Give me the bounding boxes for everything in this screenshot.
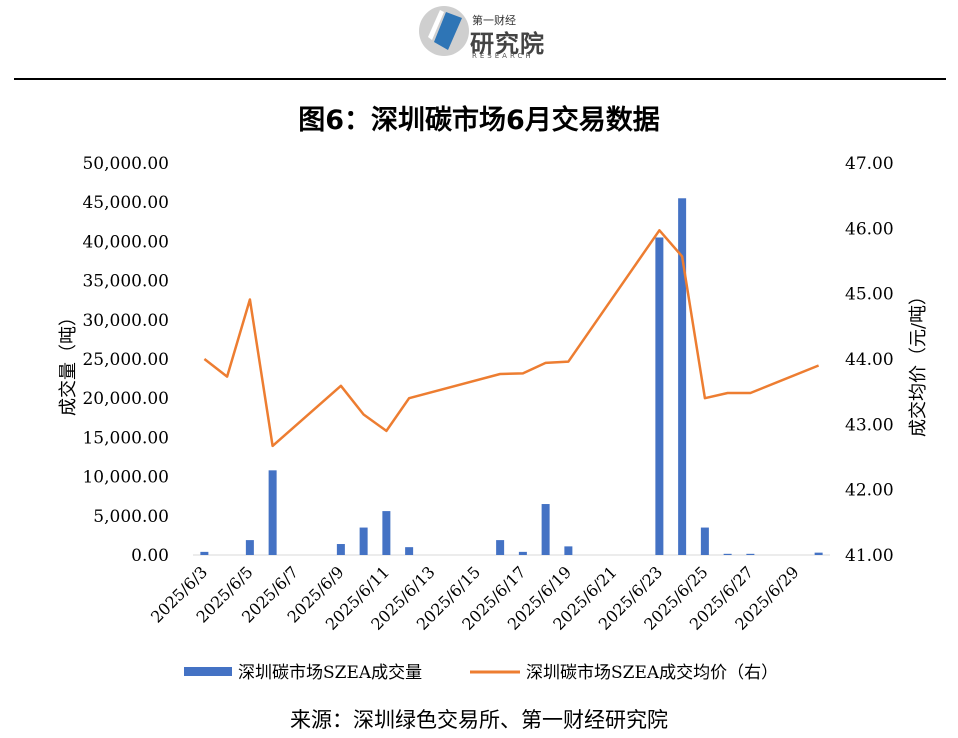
y-left-tick-label: 10,000.00 bbox=[82, 468, 169, 488]
volume-bar bbox=[541, 504, 550, 555]
avg-price-line bbox=[203, 229, 820, 448]
volume-bar bbox=[746, 553, 755, 555]
volume-bar bbox=[405, 547, 414, 555]
y-right-axis-label: 成交均价（元/吨） bbox=[908, 287, 929, 437]
source-note: 来源：深圳绿色交易所、第一财经研究院 bbox=[290, 708, 668, 732]
y-right-tick-label: 44.00 bbox=[845, 350, 894, 370]
y-right-tick-label: 43.00 bbox=[845, 415, 894, 435]
logo-text-cbn: 第一财经 bbox=[472, 14, 516, 27]
volume-bar bbox=[723, 553, 732, 555]
logo-emblem-icon bbox=[419, 6, 469, 56]
volume-bar bbox=[564, 546, 573, 555]
y-right-tick-label: 42.00 bbox=[845, 481, 894, 501]
y-left-tick-label: 45,000.00 bbox=[82, 193, 169, 213]
volume-bar bbox=[200, 551, 209, 555]
volume-bar bbox=[359, 527, 368, 555]
y-left-tick-label: 20,000.00 bbox=[82, 389, 169, 409]
y-left-tick-label: 15,000.00 bbox=[82, 428, 169, 448]
y-left-tick-label: 0.00 bbox=[131, 546, 169, 566]
y-right-tick-label: 45.00 bbox=[845, 285, 894, 305]
y-left-tick-label: 50,000.00 bbox=[82, 154, 169, 174]
volume-bar bbox=[496, 540, 505, 555]
y-left-tick-label: 35,000.00 bbox=[82, 272, 169, 292]
volume-bar bbox=[655, 237, 664, 556]
y-left-axis-label: 成交量（吨） bbox=[58, 308, 79, 416]
volume-bar bbox=[268, 470, 277, 555]
header-divider bbox=[14, 78, 946, 80]
volume-bar bbox=[336, 544, 345, 555]
y-right-tick-label: 46.00 bbox=[845, 219, 894, 239]
volume-bar bbox=[678, 198, 687, 555]
volume-bar bbox=[245, 540, 254, 555]
y-left-tick-label: 40,000.00 bbox=[82, 232, 169, 252]
legend-line-label: 深圳碳市场SZEA成交均价（右） bbox=[526, 663, 778, 683]
volume-bar bbox=[700, 527, 709, 555]
legend-bar-label: 深圳碳市场SZEA成交量 bbox=[238, 663, 422, 683]
legend-bar-swatch bbox=[184, 667, 232, 676]
research-institute-logo: 第一财经 研究院 RESEARCH bbox=[418, 4, 558, 62]
y-right-tick-label: 41.00 bbox=[845, 546, 894, 566]
y-left-tick-label: 5,000.00 bbox=[93, 507, 169, 527]
chart-title: 图6：深圳碳市场6月交易数据 bbox=[298, 105, 660, 136]
volume-bar bbox=[518, 551, 527, 555]
volume-bar bbox=[814, 552, 823, 555]
y-right-tick-label: 47.00 bbox=[845, 154, 894, 174]
logo-text-institute: 研究院 bbox=[470, 30, 545, 58]
volume-bar bbox=[382, 511, 391, 555]
y-left-tick-label: 30,000.00 bbox=[82, 311, 169, 331]
y-left-tick-label: 25,000.00 bbox=[82, 350, 169, 370]
logo-text-research: RESEARCH bbox=[472, 52, 534, 60]
